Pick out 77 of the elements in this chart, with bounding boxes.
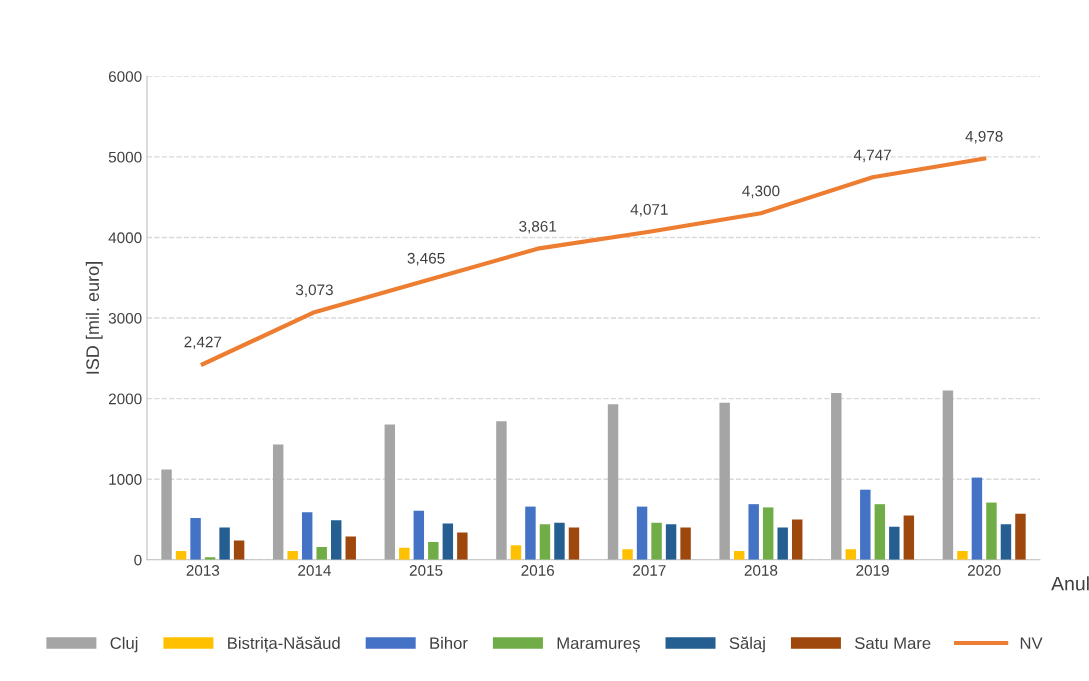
bar	[607, 404, 619, 560]
bar	[889, 526, 900, 560]
bar	[636, 506, 648, 560]
x-tick-label: 2018	[744, 565, 778, 576]
y-axis-title: ISD [mil. euro]	[85, 262, 103, 374]
y-tick-label: 4000	[108, 232, 142, 244]
bar	[762, 507, 774, 560]
legend-label: Cluj	[110, 636, 138, 653]
x-tick-label: 2020	[967, 565, 1001, 576]
bar	[384, 424, 396, 560]
bar	[845, 549, 857, 560]
bar	[986, 502, 997, 560]
bar	[777, 527, 788, 560]
data-label: 3,465	[407, 252, 445, 266]
bar	[874, 504, 886, 560]
x-tick-label: 2016	[521, 565, 555, 576]
bar	[651, 522, 662, 560]
y-tick-label: 0	[134, 554, 142, 566]
bar	[428, 542, 439, 560]
data-label: 4,978	[965, 130, 1003, 144]
bar	[554, 522, 565, 560]
bar	[539, 524, 551, 560]
bar	[287, 550, 298, 560]
bar	[413, 510, 425, 560]
bar	[680, 527, 691, 560]
x-tick-label: 2014	[298, 565, 331, 576]
x-tick-label: 2017	[633, 565, 666, 576]
bar	[272, 444, 284, 560]
bar	[860, 489, 871, 560]
bar	[942, 390, 954, 560]
bar	[457, 532, 468, 560]
x-tick-label: 2019	[856, 565, 889, 576]
legend-label: Satu Mare	[855, 637, 931, 650]
x-axis-title: Anul	[1051, 576, 1089, 591]
bar	[301, 512, 313, 560]
data-label: 2,427	[184, 336, 222, 350]
bar	[568, 527, 580, 560]
bar	[345, 536, 356, 560]
data-label: 4,071	[630, 203, 668, 217]
x-tick-label: 2013	[186, 565, 220, 576]
bar	[399, 547, 410, 560]
bar	[496, 421, 507, 560]
bar	[971, 477, 983, 560]
bar	[525, 506, 536, 560]
data-label: 3,073	[295, 284, 333, 298]
y-tick-label: 5000	[108, 151, 142, 163]
bar	[233, 540, 245, 560]
legend-label: Bistrița-Năsăud	[228, 636, 340, 653]
bar	[1015, 513, 1026, 560]
bar	[330, 520, 342, 560]
bar	[665, 524, 677, 560]
bar	[831, 392, 842, 560]
y-tick-label: 6000	[108, 71, 142, 82]
bar	[957, 550, 968, 560]
bar	[903, 515, 915, 560]
bar	[719, 402, 730, 560]
legend-label: Bihor	[430, 636, 468, 650]
bar	[219, 527, 230, 560]
bar	[316, 546, 327, 560]
y-tick-label: 1000	[109, 474, 142, 485]
bar	[510, 545, 522, 560]
data-label: 4,300	[742, 185, 780, 199]
bar	[791, 519, 803, 560]
bar	[442, 523, 454, 560]
bar	[190, 517, 201, 560]
data-label: 4,747	[853, 149, 891, 163]
y-tick-label: 2000	[108, 393, 142, 405]
bar	[622, 549, 633, 560]
legend-label: Sălaj	[729, 636, 765, 653]
x-tick-label: 2015	[409, 565, 443, 576]
bar	[748, 504, 759, 560]
bar	[161, 469, 172, 560]
data-label: 3,861	[519, 220, 557, 234]
legend-label: Maramureș	[557, 637, 640, 653]
bar	[1000, 524, 1012, 560]
y-tick-label: 3000	[108, 312, 142, 324]
legend-label: NV	[1020, 637, 1043, 649]
